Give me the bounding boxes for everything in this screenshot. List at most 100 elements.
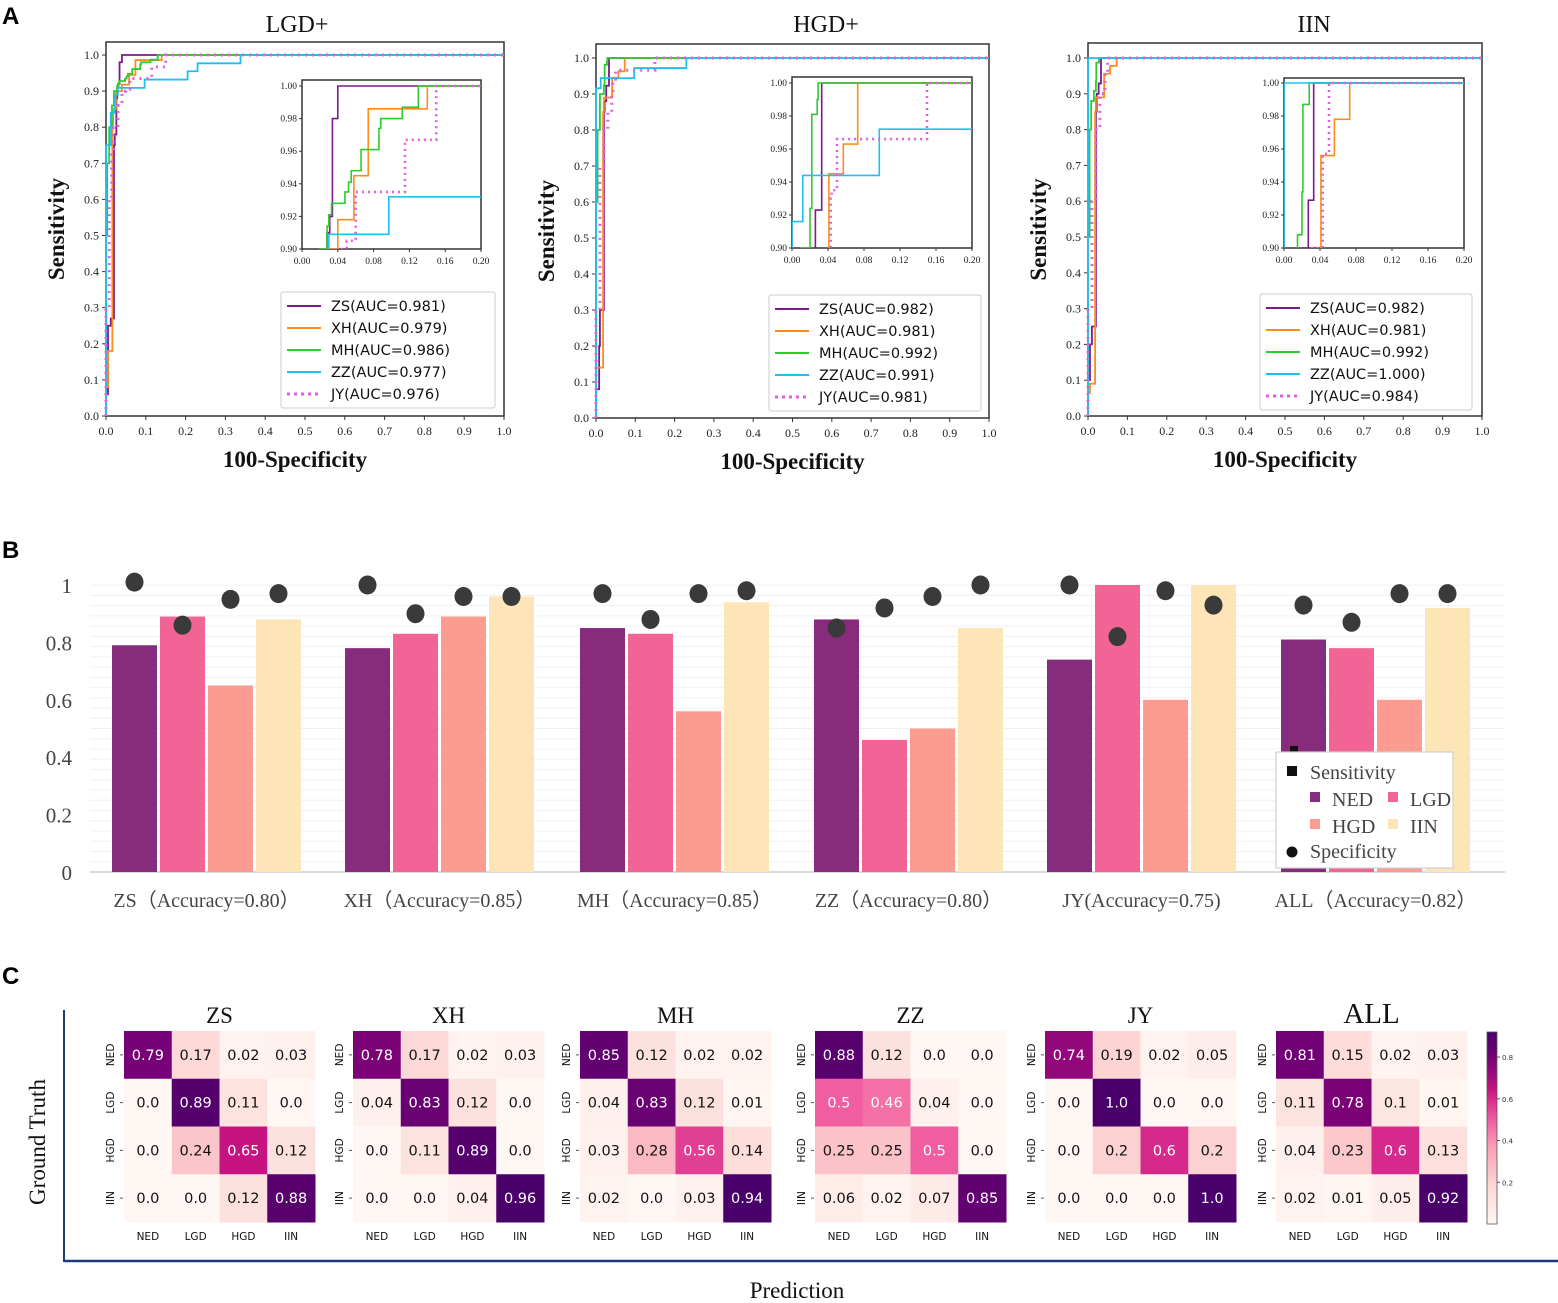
heatmap-title: ALL: [1343, 998, 1399, 1030]
colorbar-tick-label: 0.4: [1502, 1138, 1514, 1146]
legend-label-ned: NED: [1332, 789, 1373, 811]
x-tick-label: 0.8: [1396, 424, 1411, 438]
row-label: NED: [1257, 1044, 1269, 1067]
heatmap-cell: [1140, 1174, 1189, 1223]
heatmap-cell-value: 0.5: [827, 1096, 850, 1112]
panel-a-label: A: [2, 3, 19, 30]
heatmap-cell-value: 0.0: [1057, 1096, 1080, 1112]
heatmap-cell-value: 0.6: [1153, 1143, 1176, 1159]
y-tick-label: 0.2: [574, 339, 589, 353]
col-label: HGD: [1383, 1231, 1407, 1243]
heatmap-cell-value: 0.04: [456, 1191, 488, 1207]
y-tick-label: 0.1: [1066, 373, 1081, 387]
heatmap-cell-value: 0.02: [731, 1048, 763, 1064]
col-label: LGD: [641, 1231, 663, 1243]
heatmap-cell: [1140, 1078, 1189, 1127]
heatmap-cell: [862, 1174, 911, 1223]
heatmap-cell-value: 0.0: [971, 1048, 994, 1064]
col-label: HGD: [231, 1231, 255, 1243]
heatmap-cell-value: 0.5: [923, 1143, 946, 1159]
bar-hgd: [208, 685, 253, 872]
heatmap-cell-value: 0.07: [918, 1191, 950, 1207]
legend-label-jy: JY(AUC=0.981): [818, 390, 928, 406]
heatmap-cell-value: 0.0: [413, 1191, 436, 1207]
y-tick-label: 0.0: [574, 411, 589, 425]
heatmap-cell: [958, 1078, 1007, 1127]
heatmap-cell: [1188, 1031, 1237, 1080]
heatmap-cell: [171, 1174, 220, 1223]
heatmap-cell-value: 0.02: [683, 1048, 715, 1064]
x-tick-label: 0.1: [628, 426, 643, 440]
heatmap-cell-value: 0.0: [971, 1143, 994, 1159]
heatmap-cell-value: 0.25: [823, 1143, 855, 1159]
x-tick-label: 0.2: [1159, 424, 1174, 438]
heatmap-cell-value: 0.03: [275, 1048, 307, 1064]
specificity-marker: [1060, 575, 1079, 595]
bar-hgd: [441, 616, 486, 872]
y-tick-label: 0.8: [84, 120, 99, 134]
inset-y-tick-label: 0.90: [280, 245, 297, 255]
row-label: LGD: [1026, 1092, 1038, 1114]
x-tick-label: 0.6: [337, 424, 352, 438]
heatmap-cell-value: 0.17: [408, 1048, 440, 1064]
y-tick-label: 0.1: [84, 373, 99, 387]
specificity-marker: [1204, 595, 1223, 615]
inset-curve-zs: [1303, 82, 1464, 248]
heatmap-cell-value: 0.0: [136, 1191, 159, 1207]
y-tick-label: 1: [62, 574, 73, 598]
heatmap-cell: [219, 1031, 268, 1080]
heatmap-cell-value: 0.89: [456, 1143, 488, 1159]
legend-swatch-ned: [1310, 792, 1320, 802]
y-tick-label: 1.0: [1066, 51, 1081, 65]
legend-box: [1259, 293, 1473, 411]
heatmap-cell: [675, 1174, 724, 1223]
y-axis-label: Sensitivity: [1026, 178, 1051, 281]
bar-lgd: [160, 616, 205, 872]
col-label: NED: [366, 1231, 389, 1243]
row-label: HGD: [796, 1138, 808, 1162]
specificity-marker: [125, 572, 144, 592]
inset-x-tick-label: 0.08: [365, 257, 382, 267]
inset-y-tick-label: 0.94: [1262, 178, 1279, 188]
y-tick-label: 0.3: [1066, 302, 1081, 316]
x-tick-label: 0.7: [864, 426, 879, 440]
roc-curve-zz: [105, 54, 504, 416]
inset-x-tick-label: 0.12: [1384, 256, 1401, 266]
roc-curve-zz: [595, 57, 989, 418]
sensitivity-marker: [1290, 746, 1298, 754]
bar-hgd: [910, 728, 955, 872]
roc-curve-zz: [1087, 57, 1482, 416]
x-tick-label: 1.0: [1475, 424, 1490, 438]
heatmap-title: ZZ: [896, 1003, 924, 1028]
inset-x-tick-label: 0.00: [1276, 256, 1293, 266]
col-label: LGD: [876, 1231, 898, 1243]
x-axis-label: 100-Specificity: [720, 449, 865, 474]
heatmap-cell: [496, 1078, 545, 1127]
col-label: NED: [137, 1231, 160, 1243]
heatmap-cell: [353, 1031, 402, 1080]
heatmap-cell: [353, 1174, 402, 1223]
heatmap-cell: [1276, 1126, 1325, 1175]
heatmap-cell-value: 0.24: [179, 1143, 211, 1159]
legend-swatch-iin: [1388, 819, 1398, 829]
x-tick-label: 0.3: [218, 424, 233, 438]
bar-lgd: [628, 633, 673, 872]
bar-hgd: [1143, 699, 1188, 872]
roc-curve-xh: [1087, 57, 1482, 416]
inset-x-tick-label: 0.00: [784, 256, 801, 266]
specificity-marker: [502, 586, 521, 606]
heatmap-cell-value: 0.0: [280, 1096, 303, 1112]
chart-title: IIN: [1297, 12, 1330, 38]
heatmap-cell-value: 0.83: [408, 1096, 440, 1112]
heatmap-cell: [1419, 1174, 1468, 1223]
row-label: IIN: [796, 1191, 808, 1205]
specificity-marker: [593, 584, 612, 604]
heatmap-cell: [353, 1126, 402, 1175]
heatmap-cell: [910, 1126, 959, 1175]
specificity-marker: [1390, 584, 1409, 604]
heatmap-cell: [267, 1126, 316, 1175]
y-tick-label: 0.5: [84, 229, 99, 243]
heatmap-cell-value: 0.85: [588, 1048, 620, 1064]
row-label: LGD: [105, 1092, 117, 1114]
heatmap-cell: [171, 1126, 220, 1175]
